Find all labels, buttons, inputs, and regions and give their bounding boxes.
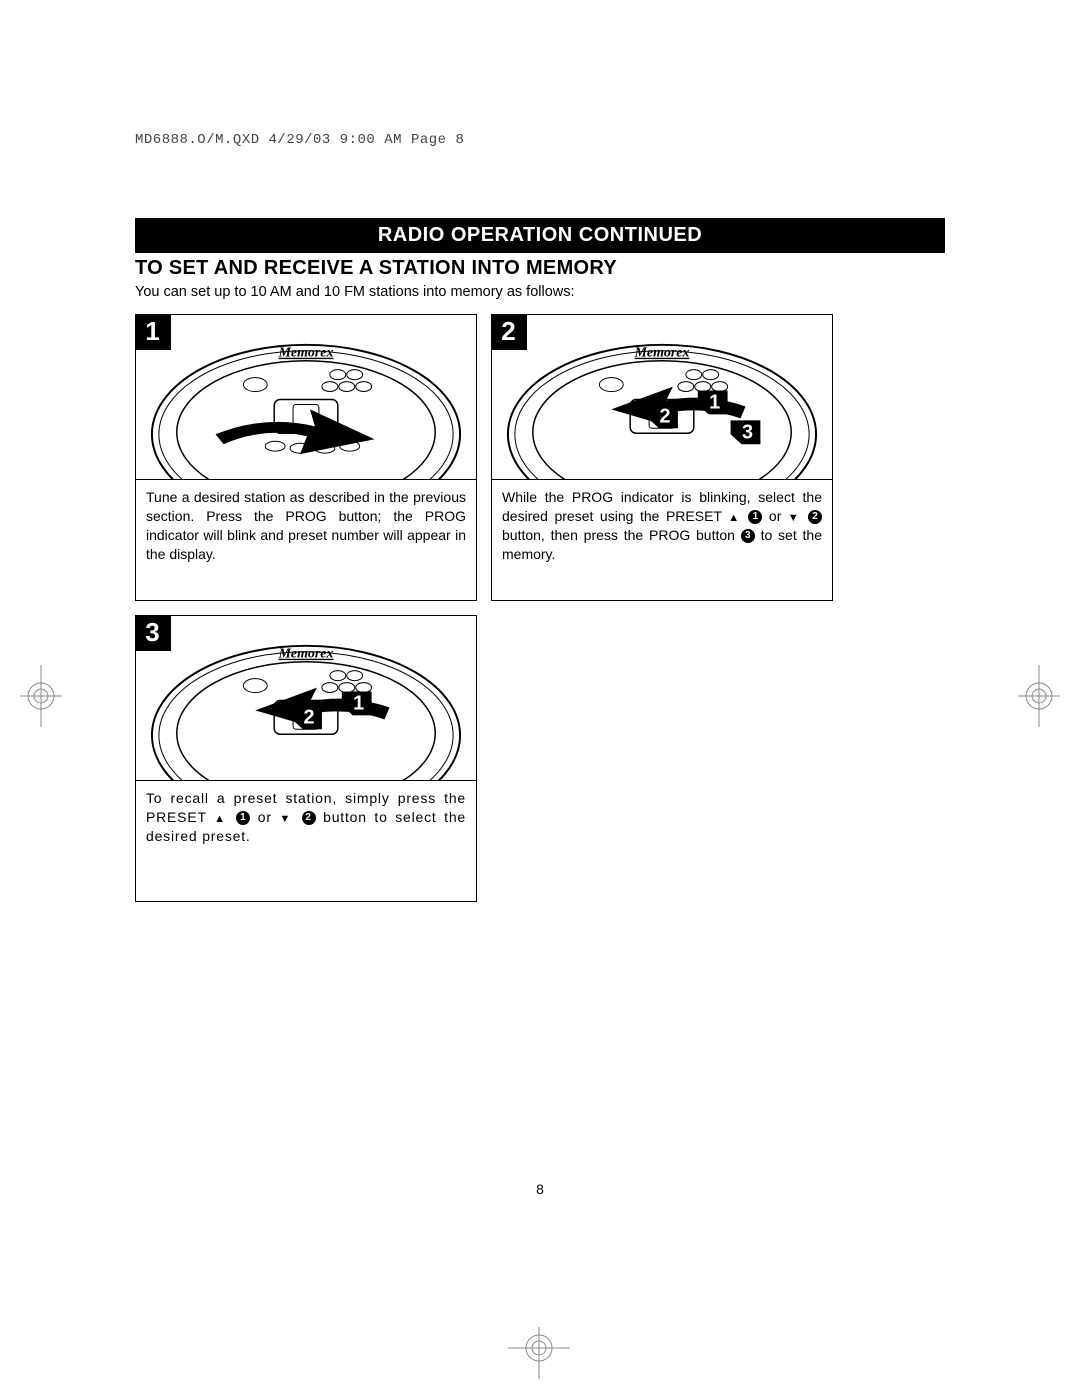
step-box-2: 2 Memorex (491, 314, 833, 601)
brand-logo: Memorex (278, 647, 334, 662)
step-box-1: 1 Memorex (135, 314, 477, 601)
step-diagram-1: Memorex (136, 315, 476, 480)
svg-text:1: 1 (709, 391, 720, 413)
file-header: MD6888.O/M.QXD 4/29/03 9:00 AM Page 8 (135, 132, 945, 148)
step-diagram-3: Memorex 1 2 (136, 616, 476, 781)
page-number: 8 (536, 1181, 544, 1197)
section-subtitle: TO SET AND RECEIVE A STATION INTO MEMORY (135, 257, 945, 280)
ref-3-icon: 3 (741, 529, 755, 543)
svg-text:3: 3 (742, 421, 753, 443)
ref-1-icon: 1 (748, 510, 762, 524)
ref-2-icon: 2 (302, 811, 316, 825)
steps-container: 1 Memorex (135, 314, 945, 902)
step-text: To recall a preset station, simply press… (136, 781, 476, 901)
crop-mark-left (20, 665, 62, 727)
svg-text:2: 2 (303, 706, 314, 728)
brand-logo: Memorex (634, 346, 690, 361)
section-title-bar: RADIO OPERATION CONTINUED (135, 218, 945, 253)
crop-mark-bottom (508, 1327, 570, 1379)
down-triangle-icon: ▼ (279, 813, 294, 825)
down-triangle-icon: ▼ (788, 512, 802, 524)
ref-1-icon: 1 (236, 811, 250, 825)
step-text: Tune a desired station as described in t… (136, 480, 476, 600)
step-diagram-2: Memorex 1 (492, 315, 832, 480)
svg-text:1: 1 (353, 692, 364, 714)
intro-text: You can set up to 10 AM and 10 FM statio… (135, 284, 945, 300)
crop-mark-right (1018, 665, 1060, 727)
step-number: 3 (135, 615, 171, 651)
page-content: MD6888.O/M.QXD 4/29/03 9:00 AM Page 8 RA… (135, 132, 945, 1232)
svg-text:2: 2 (659, 405, 670, 427)
step-number: 2 (491, 314, 527, 350)
step-number: 1 (135, 314, 171, 350)
up-triangle-icon: ▲ (728, 512, 742, 524)
brand-logo: Memorex (278, 346, 334, 361)
step-box-3: 3 Memorex (135, 615, 477, 902)
up-triangle-icon: ▲ (214, 813, 229, 825)
ref-2-icon: 2 (808, 510, 822, 524)
step-text: While the PROG indicator is blinking, se… (492, 480, 832, 600)
